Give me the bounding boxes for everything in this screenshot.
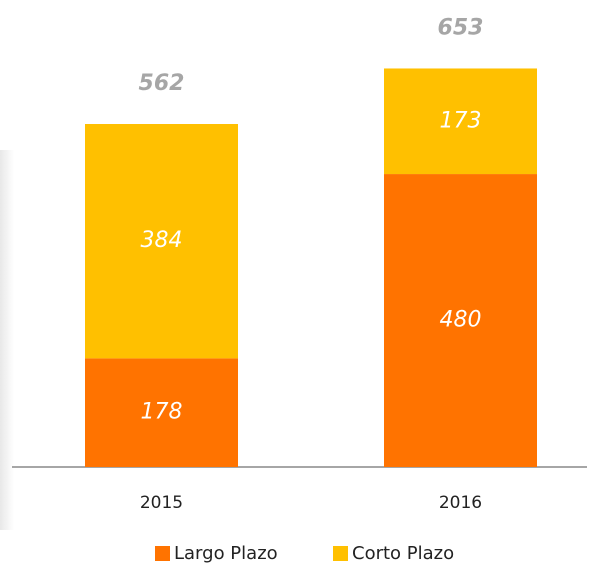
bar-segment <box>85 358 238 467</box>
data-label: 480 <box>440 308 482 333</box>
data-label: 173 <box>440 108 482 133</box>
data-label: 178 <box>141 400 183 425</box>
legend-label: Corto Plazo <box>352 543 454 564</box>
bar-segment <box>384 68 537 175</box>
x-tick-label: 2016 <box>439 493 482 513</box>
legend-swatch <box>155 546 170 561</box>
bar-segment <box>384 174 537 467</box>
bar-segment <box>85 124 238 359</box>
x-tick-label: 2015 <box>140 493 183 513</box>
legend-swatch <box>333 546 348 561</box>
total-label: 562 <box>139 71 185 96</box>
legend-label: Largo Plazo <box>174 543 278 564</box>
total-label: 653 <box>438 15 484 40</box>
data-label: 384 <box>141 228 183 253</box>
edge-shade <box>0 150 14 530</box>
